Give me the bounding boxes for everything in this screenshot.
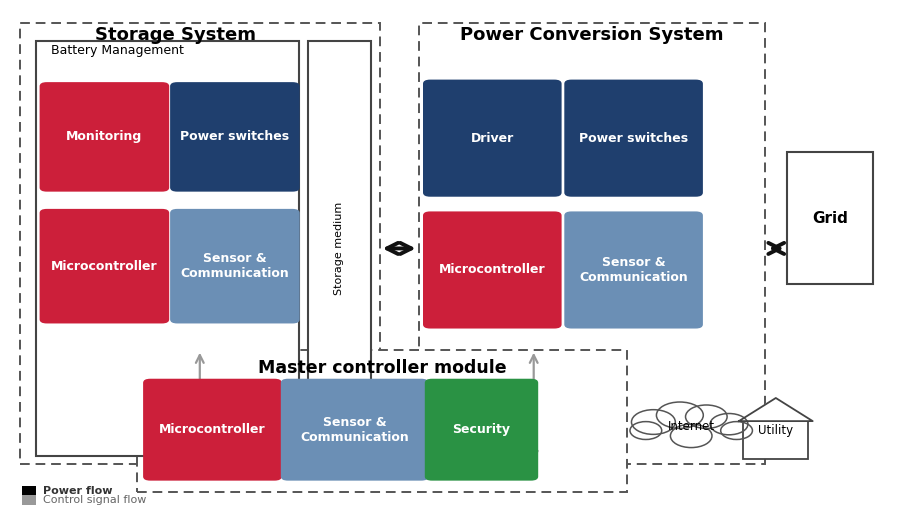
Text: Power Conversion System: Power Conversion System: [461, 26, 724, 45]
Text: Master controller module: Master controller module: [258, 358, 507, 377]
Text: Power switches: Power switches: [579, 132, 688, 144]
Text: Sensor &
Communication: Sensor & Communication: [580, 256, 688, 284]
FancyBboxPatch shape: [564, 80, 703, 197]
Bar: [743, 421, 808, 459]
Text: Power flow: Power flow: [43, 486, 112, 496]
Text: Microcontroller: Microcontroller: [159, 423, 266, 436]
Ellipse shape: [631, 414, 752, 443]
Text: Internet: Internet: [668, 420, 715, 433]
Circle shape: [630, 422, 662, 440]
Text: Storage System: Storage System: [95, 26, 256, 45]
Polygon shape: [739, 398, 813, 421]
FancyBboxPatch shape: [423, 211, 562, 329]
Text: Driver: Driver: [471, 132, 514, 144]
Bar: [308, 41, 371, 456]
Text: Microcontroller: Microcontroller: [51, 260, 158, 273]
Text: Control signal flow: Control signal flow: [43, 495, 147, 505]
Circle shape: [686, 405, 727, 428]
FancyBboxPatch shape: [40, 209, 169, 323]
Circle shape: [632, 410, 675, 434]
Text: Utility: Utility: [758, 424, 794, 438]
Circle shape: [710, 414, 748, 435]
Text: Battery Management: Battery Management: [50, 44, 184, 57]
Text: Microcontroller: Microcontroller: [439, 264, 545, 276]
Text: Power switches: Power switches: [180, 130, 290, 143]
Bar: [418, 23, 765, 464]
Text: Sensor &
Communication: Sensor & Communication: [181, 252, 289, 280]
Circle shape: [670, 424, 712, 448]
Bar: [787, 152, 873, 284]
Text: Grid: Grid: [812, 210, 848, 226]
Text: Monitoring: Monitoring: [67, 130, 142, 143]
Circle shape: [656, 402, 703, 428]
FancyBboxPatch shape: [425, 379, 538, 481]
Bar: [20, 23, 380, 464]
Bar: [36, 41, 299, 456]
FancyBboxPatch shape: [40, 82, 169, 192]
FancyBboxPatch shape: [423, 80, 562, 197]
Text: Storage medium: Storage medium: [334, 202, 345, 295]
Bar: [22, 486, 36, 496]
Bar: [22, 495, 36, 505]
FancyBboxPatch shape: [564, 211, 703, 329]
Circle shape: [721, 422, 752, 440]
FancyBboxPatch shape: [170, 82, 300, 192]
Text: Security: Security: [453, 423, 510, 436]
Text: Sensor &
Communication: Sensor & Communication: [301, 416, 409, 444]
FancyBboxPatch shape: [170, 209, 300, 323]
Bar: [137, 350, 627, 492]
FancyBboxPatch shape: [281, 379, 428, 481]
FancyBboxPatch shape: [143, 379, 282, 481]
